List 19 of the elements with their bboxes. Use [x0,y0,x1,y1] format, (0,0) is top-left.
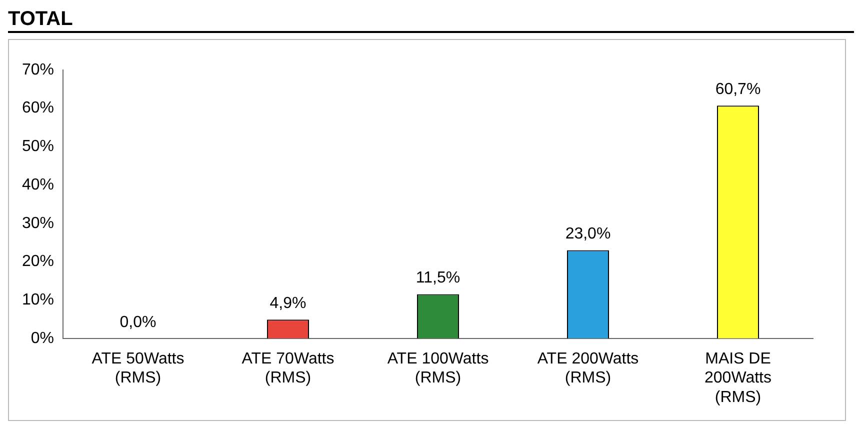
data-label: 0,0% [120,314,156,331]
y-tick-label: 10% [22,291,54,308]
data-label: 23,0% [565,226,611,243]
data-label: 11,5% [416,270,460,287]
x-tick-label: ATE 50Watts (RMS) [92,350,184,387]
data-label: 60,7% [715,81,761,98]
y-tick-label: 20% [22,253,54,270]
y-tick-label: 40% [22,176,54,194]
y-tick-label: 60% [22,100,54,117]
x-tick-label: MAIS DE 200Watts (RMS) [704,350,772,406]
y-tick-label: 0% [30,330,54,347]
x-tick-label: ATE 200Watts (RMS) [537,350,639,387]
y-tick-label: 70% [22,61,54,78]
x-tick-label: ATE 100Watts (RMS) [387,350,489,387]
x-tick-label: ATE 70Watts (RMS) [242,350,334,387]
y-tick-label: 50% [22,138,54,156]
y-tick-label: 30% [22,214,54,232]
data-label: 4,9% [270,295,306,312]
chart-title: TOTAL [8,8,854,33]
